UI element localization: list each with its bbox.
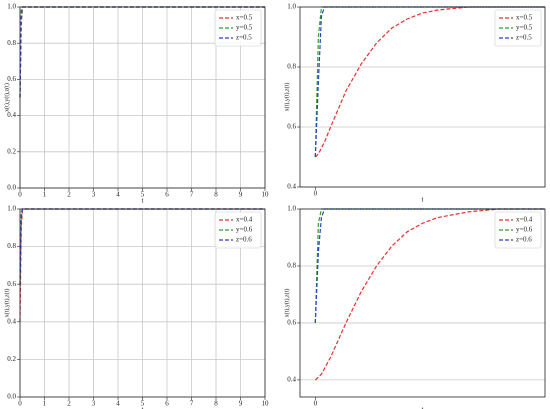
- y-tick-label: 1.0: [287, 205, 296, 213]
- y-tick-label: 0.6: [7, 280, 16, 288]
- y-tick-label: 0.6: [7, 75, 16, 83]
- plot-frame: [299, 6, 546, 188]
- x-tick-label: 1: [43, 400, 47, 408]
- x-tick-label: 6: [165, 400, 169, 408]
- y-tick-label: 0.8: [7, 39, 16, 47]
- plot-frame: [19, 6, 266, 189]
- y-tick-label: 0.6: [287, 123, 296, 131]
- y-axis-label: x(t),y(t),z(t): [3, 83, 10, 112]
- x-tick-label: 8: [214, 400, 218, 408]
- legend-label: z=0.5: [516, 34, 532, 42]
- series-line: [314, 6, 545, 158]
- legend-box: [214, 211, 262, 249]
- x-tick-label: 0: [314, 190, 318, 198]
- x-tick-label: 7: [190, 400, 194, 408]
- y-tick-label: 0.4: [7, 111, 16, 119]
- x-tick-label: 0: [314, 400, 318, 408]
- legend-label: y=0.6: [236, 226, 253, 234]
- legend: x=0.5 y=0.5 z=0.5: [494, 9, 542, 47]
- y-axis-label: x(t),y(t),z(t): [283, 83, 290, 112]
- panel: 0 1 2 3 4 5 6 7 8 9 10 0.0 0.2 0.4 0.6 0.8 1.0 t x(t),y(t)…: [3, 3, 269, 205]
- y-tick-label: 1.0: [7, 3, 16, 11]
- legend-label: y=0.5: [236, 24, 253, 32]
- x-tick-label: 7: [190, 191, 194, 199]
- y-tick-label: 0.0: [7, 393, 16, 401]
- x-tick-label: 0: [18, 400, 22, 408]
- y-tick-label: 0.4: [287, 183, 296, 191]
- x-axis-label: t: [422, 196, 424, 204]
- x-tick-label: 10: [262, 191, 270, 199]
- y-tick-label: 0.8: [287, 262, 296, 270]
- series-line: [314, 208, 545, 323]
- legend-label: x=0.5: [516, 14, 533, 22]
- x-tick-label: 0: [18, 191, 22, 199]
- x-axis-label: t: [142, 197, 144, 205]
- y-axis-label: x(t),y(t),z(t): [283, 289, 290, 318]
- legend-label: z=0.6: [236, 236, 252, 244]
- panel: 0 0.4 0.6 0.8 1.0 t x(t),y(t),z(t) x=0.4 y=0.6 z=…: [283, 205, 546, 409]
- x-tick-label: 3: [92, 400, 96, 408]
- x-tick-label: 8: [214, 191, 218, 199]
- legend-box: [494, 9, 542, 47]
- x-tick-label: 10: [262, 400, 270, 408]
- x-tick-label: 4: [116, 400, 120, 408]
- y-tick-label: 0.4: [287, 376, 296, 384]
- y-tick-label: 0.8: [287, 63, 296, 71]
- legend: x=0.5 y=0.5 z=0.5: [214, 9, 262, 47]
- plot-frame: [299, 208, 546, 398]
- y-tick-label: 0.8: [7, 242, 16, 250]
- x-axis-label: t: [142, 406, 144, 409]
- y-axis-label: x(t),y(t),z(t): [3, 289, 10, 318]
- legend-label: y=0.6: [516, 226, 533, 234]
- x-tick-label: 2: [67, 400, 71, 408]
- x-tick-label: 5: [141, 400, 145, 408]
- legend-label: x=0.4: [516, 216, 533, 224]
- x-tick-label: 9: [239, 191, 243, 199]
- y-tick-label: 1.0: [7, 205, 16, 213]
- panel: 0 1 2 3 4 5 6 7 8 9 10 0.0 0.2 0.4 0.6 0.8 1.0 t x(t),y(t)…: [3, 205, 269, 409]
- x-tick-label: 2: [67, 191, 71, 199]
- x-tick-label: 9: [239, 400, 243, 408]
- legend-label: x=0.5: [236, 14, 253, 22]
- y-tick-label: 0.2: [7, 147, 16, 155]
- legend: x=0.4 y=0.6 z=0.6: [494, 211, 542, 249]
- x-tick-label: 4: [116, 191, 120, 199]
- legend-label: z=0.6: [516, 236, 532, 244]
- legend-box: [214, 9, 262, 47]
- x-axis-label: t: [422, 406, 424, 409]
- x-tick-label: 1: [43, 191, 47, 199]
- plot-frame: [19, 208, 266, 398]
- legend-label: z=0.5: [236, 34, 252, 42]
- legend-box: [494, 211, 542, 249]
- y-tick-label: 0.2: [7, 355, 16, 363]
- y-tick-label: 0.0: [7, 184, 16, 192]
- x-tick-label: 6: [165, 191, 169, 199]
- x-tick-label: 5: [141, 191, 145, 199]
- legend-label: y=0.5: [516, 24, 533, 32]
- legend-label: x=0.4: [236, 216, 253, 224]
- y-tick-label: 0.4: [7, 317, 16, 325]
- y-tick-label: 0.6: [287, 319, 296, 327]
- y-tick-label: 1.0: [287, 3, 296, 11]
- panel: 0 0.4 0.6 0.8 1.0 t x(t),y(t),z(t) x=0.5 y=0.5 z=…: [283, 3, 546, 204]
- legend: x=0.4 y=0.6 z=0.6: [214, 211, 262, 249]
- x-tick-label: 3: [92, 191, 96, 199]
- series-line: [314, 208, 545, 381]
